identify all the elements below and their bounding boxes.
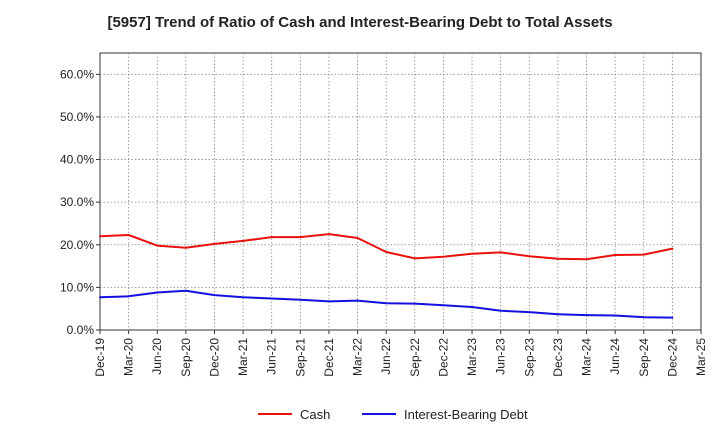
y-tick-label: 50.0% [60,110,94,124]
x-tick-label: Mar-20 [122,338,136,376]
x-tick-label: Jun-20 [150,338,164,375]
x-tick-label: Dec-24 [665,338,679,377]
x-tick-label: Mar-23 [465,338,479,376]
y-tick-label: 0.0% [67,323,95,337]
plot-area [99,52,702,331]
x-tick-label: Sep-22 [408,338,422,377]
x-tick-label: Jun-21 [265,338,279,375]
series-line-interest-bearing-debt [99,289,674,319]
chart-title: [5957] Trend of Ratio of Cash and Intere… [107,14,613,31]
legend-label: Cash [300,407,330,422]
series-lines [99,233,674,319]
x-tick-label: Sep-21 [293,338,307,377]
x-tick-label: Jun-23 [494,338,508,375]
x-tick-label: Dec-21 [322,338,336,377]
y-tick-label: 60.0% [60,67,94,81]
y-tick-label: 20.0% [60,238,94,252]
x-tick-label: Dec-23 [551,338,565,377]
x-tick-label: Mar-22 [351,338,365,376]
x-tick-label: Sep-20 [179,338,193,377]
x-tick-label: Mar-24 [580,338,594,376]
x-tick-label: Mar-21 [236,338,250,376]
x-tick-label: Jun-24 [608,338,622,375]
y-gridlines [96,73,701,331]
x-gridlines [99,53,702,334]
x-tick-label: Jun-22 [379,338,393,375]
legend: Cash Interest-Bearing Debt [258,407,528,422]
x-tick-label: Dec-19 [93,338,107,377]
y-tick-label: 30.0% [60,195,94,209]
x-tick-label: Sep-24 [637,338,651,377]
series-line-cash [99,233,674,261]
x-tick-label: Sep-23 [522,338,536,377]
x-tick-label: Dec-22 [436,338,450,377]
x-tick-label: Dec-20 [207,338,221,377]
y-tick-label: 40.0% [60,153,94,167]
y-tick-label: 10.0% [60,280,94,294]
legend-label: Interest-Bearing Debt [404,407,528,422]
x-axis-tick-labels: Dec-19 Mar-20 Jun-20 Sep-20 Dec-20 Mar-21 Jun-… [93,338,708,377]
x-tick-label: Mar-25 [694,338,708,376]
y-axis-tick-labels: 0.0% 10.0% 20.0% 30.0% 40.0% 50.0% 60.0% [60,67,94,337]
